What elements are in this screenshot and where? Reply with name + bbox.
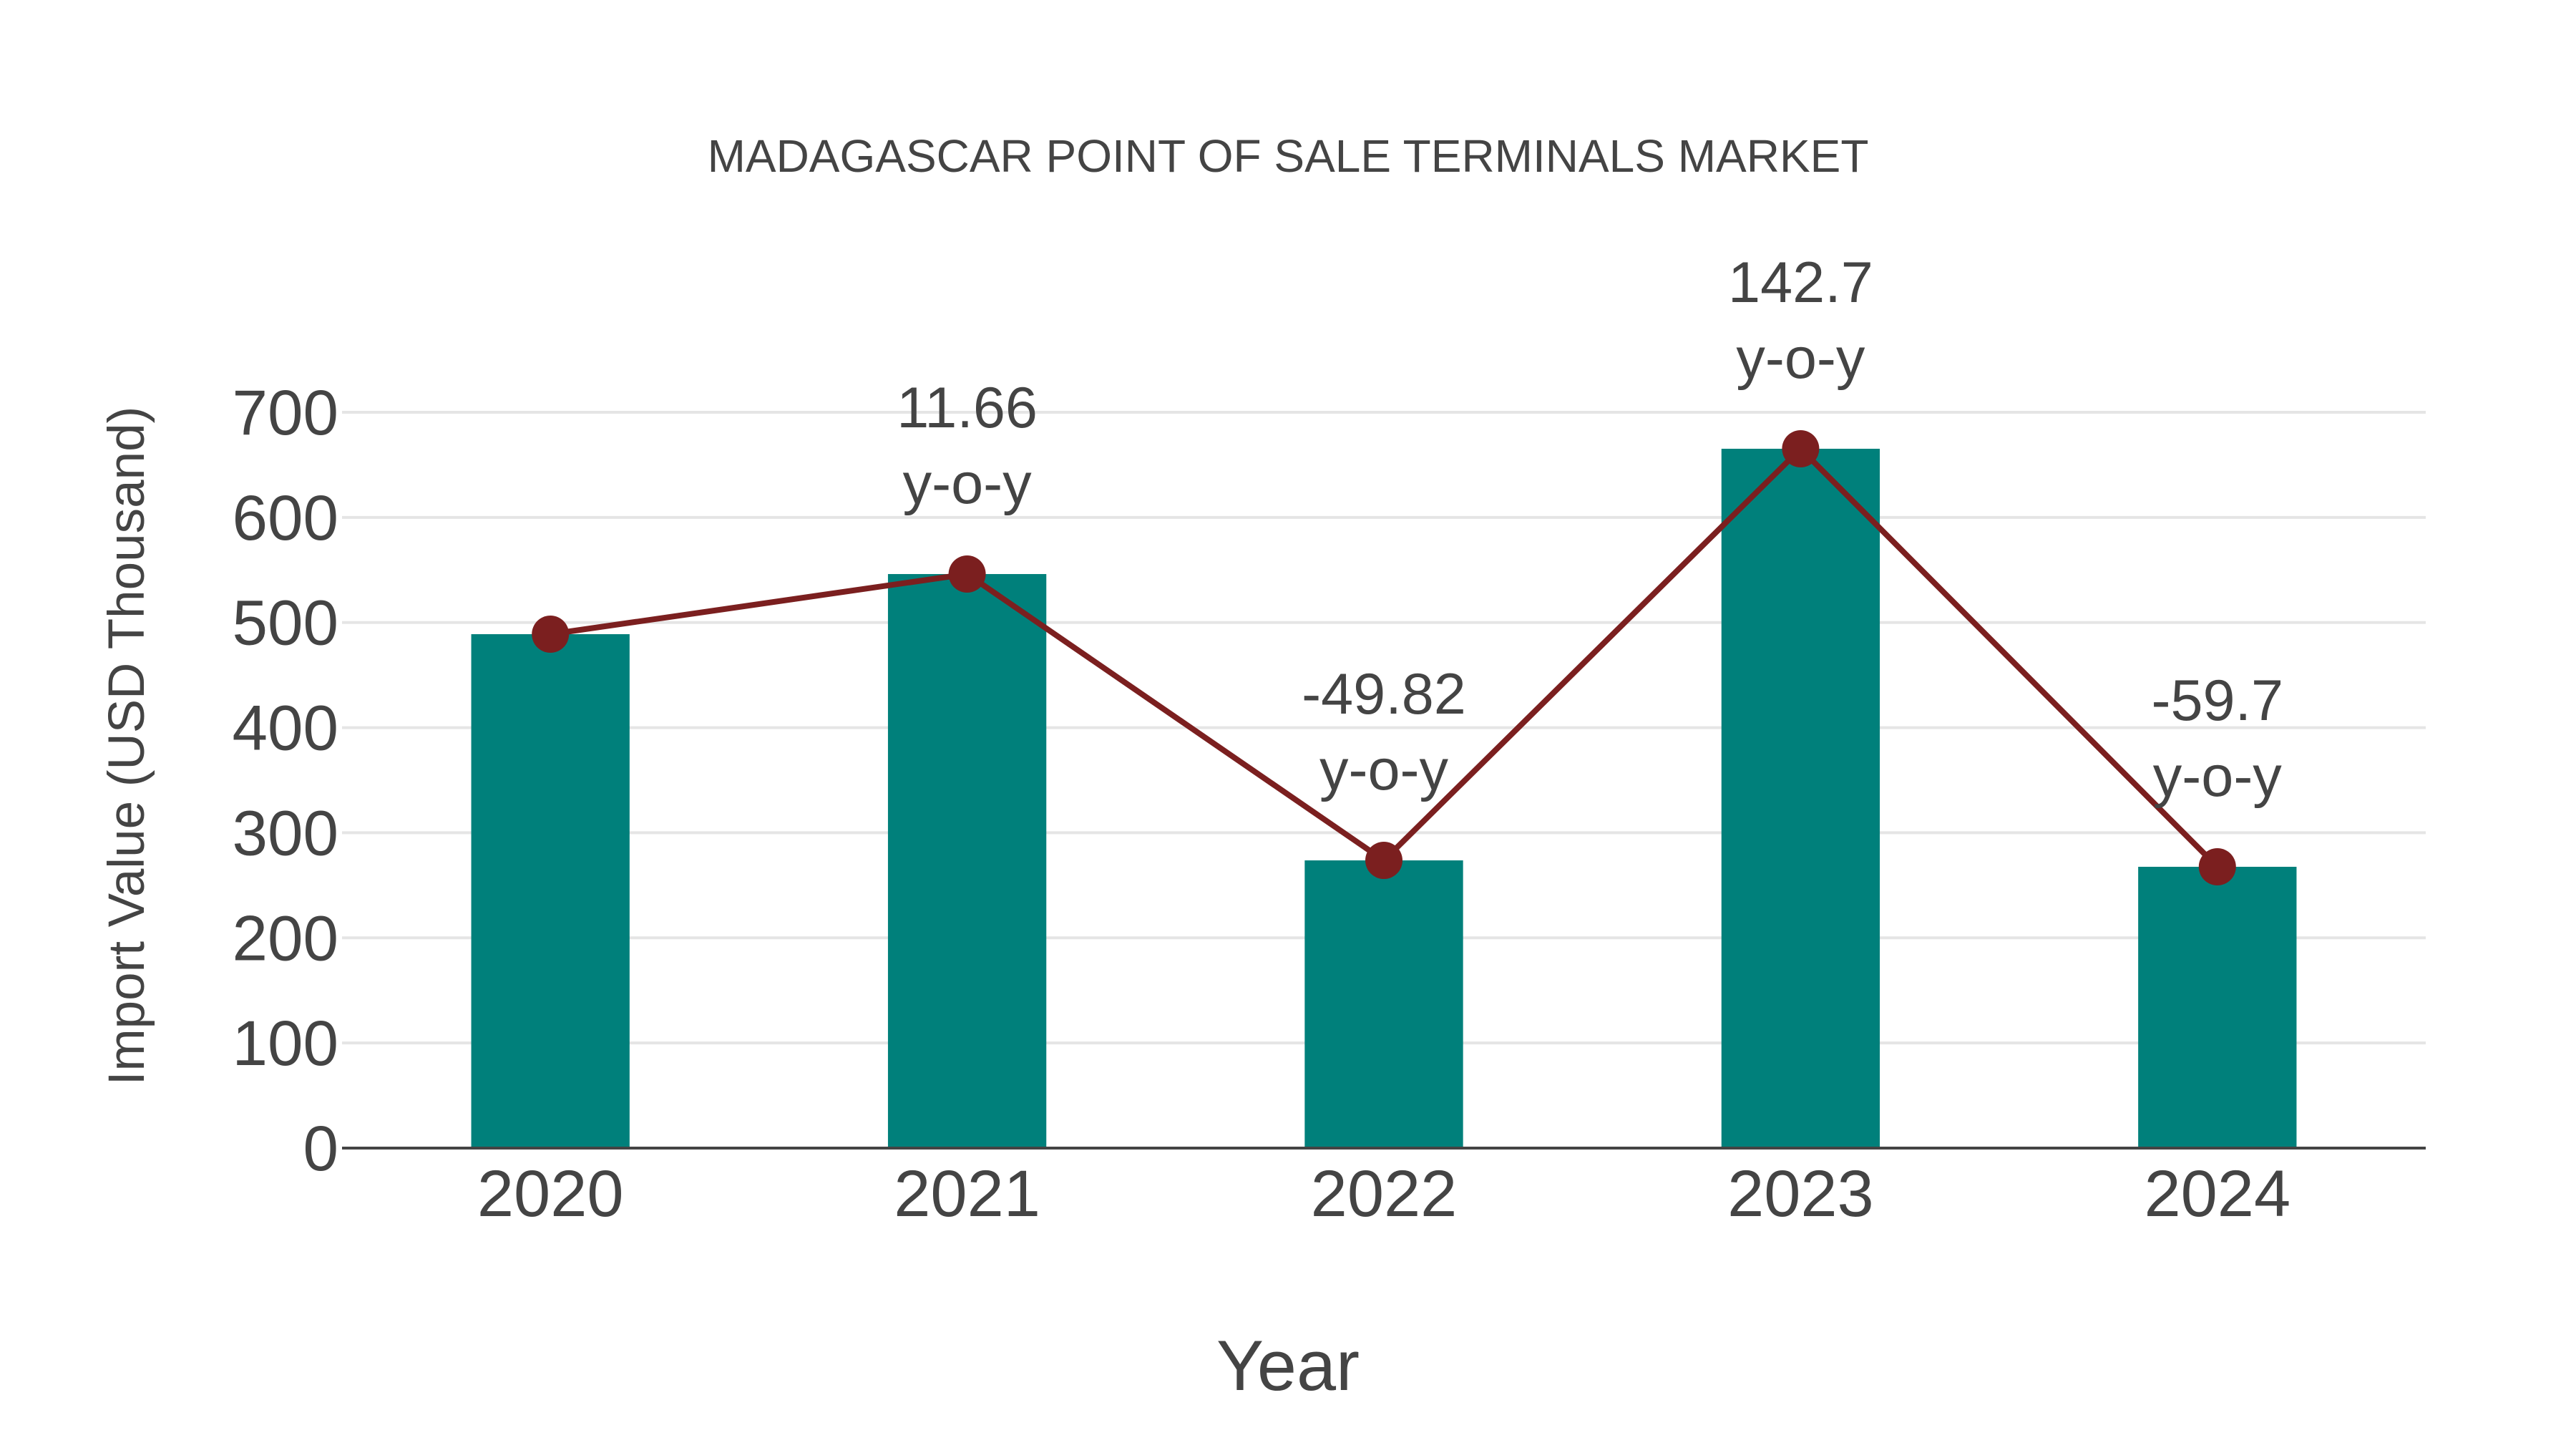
marker-2022[interactable]	[1365, 842, 1402, 880]
yoy-value: 11.66	[897, 376, 1038, 440]
yoy-suffix: y-o-y	[903, 452, 1032, 516]
y-tick-label: 300	[233, 797, 339, 868]
yoy-suffix: y-o-y	[2153, 744, 2282, 809]
yoy-annotation-2023: 142.7 y-o-y	[1728, 251, 1873, 391]
y-tick-label: 700	[233, 376, 339, 448]
marker-2021[interactable]	[948, 555, 986, 593]
yoy-annotation-2021: 11.66 y-o-y	[897, 376, 1038, 516]
x-tick-label: 2020	[477, 1157, 624, 1230]
yoy-annotation-2024: -59.7 y-o-y	[2151, 669, 2283, 809]
y-tick-label: 600	[233, 482, 339, 553]
bar-2024[interactable]	[2138, 867, 2297, 1148]
marker-2020[interactable]	[532, 616, 570, 653]
y-tick-label: 200	[233, 902, 339, 973]
chart-title: MADAGASCAR POINT OF SALE TERMINALS MARKE…	[708, 130, 1869, 182]
yoy-value: 142.7	[1728, 251, 1873, 315]
y-tick-label: 0	[303, 1112, 339, 1184]
x-axis: 2020 2021 2022 2023 2024	[342, 1147, 2426, 1230]
axis-labels: 0 100 200 300 400 500 600 700	[233, 376, 339, 1184]
x-tick-label: 2023	[1727, 1157, 1874, 1230]
x-tick-label: 2021	[894, 1157, 1040, 1230]
bar-series	[471, 448, 2297, 1148]
y-tick-label: 500	[233, 587, 339, 659]
y-axis-title: Import Value (USD Thousand)	[99, 407, 155, 1085]
bar-2023[interactable]	[1721, 448, 1880, 1148]
marker-2024[interactable]	[2198, 848, 2236, 886]
x-tick-label: 2022	[1311, 1157, 1458, 1230]
y-tick-label: 400	[233, 692, 339, 764]
x-tick-label: 2024	[2144, 1157, 2290, 1230]
line-series	[532, 429, 2236, 886]
y-tick-label: 100	[233, 1007, 339, 1079]
yoy-suffix: y-o-y	[1319, 738, 1448, 802]
yoy-value: -49.82	[1302, 662, 1466, 726]
x-axis-title: Year	[1216, 1326, 1360, 1405]
yoy-annotation-2022: -49.82 y-o-y	[1302, 662, 1466, 802]
bar-2021[interactable]	[887, 574, 1047, 1148]
yoy-value: -59.7	[2151, 669, 2283, 733]
yoy-suffix: y-o-y	[1736, 326, 1865, 391]
bar-2022[interactable]	[1304, 860, 1463, 1148]
marker-2023[interactable]	[1782, 429, 1820, 467]
bar-2020[interactable]	[471, 634, 630, 1148]
yoy-annotations: 11.66 y-o-y -49.82 y-o-y 142.7 y-o-y -59.7 y-o-…	[897, 251, 2283, 809]
